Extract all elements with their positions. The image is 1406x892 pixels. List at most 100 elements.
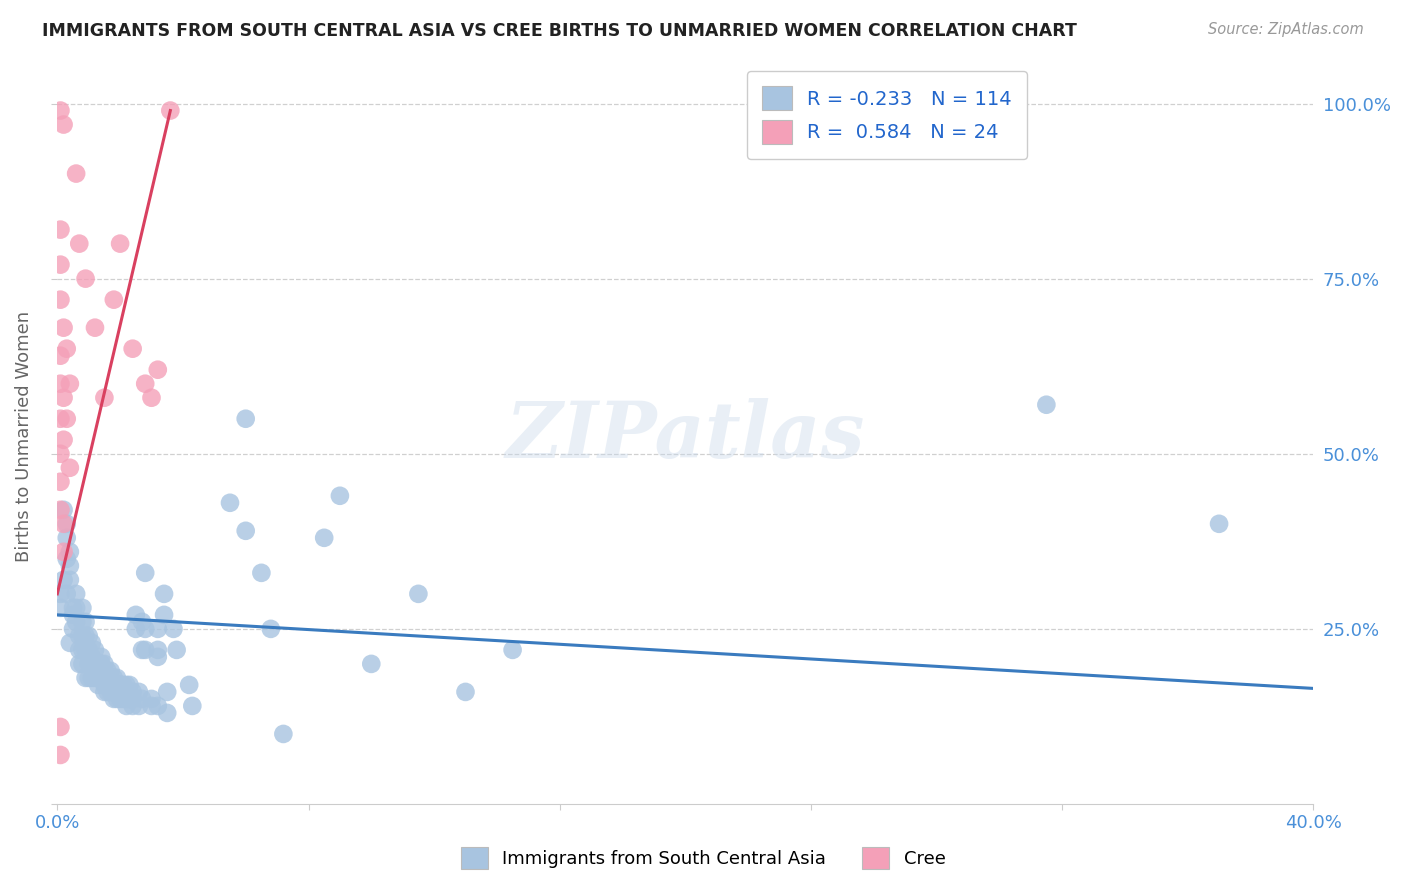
Point: [166, 643, 188, 657]
Point: [80, 649, 103, 664]
Point: [96, 678, 118, 692]
Point: [121, 685, 143, 699]
Point: [156, 685, 179, 699]
Point: [100, 664, 122, 678]
Point: [260, 622, 283, 636]
Point: [80, 671, 103, 685]
Point: [49, 587, 72, 601]
Point: [55, 516, 77, 531]
Point: [93, 671, 115, 685]
Point: [408, 587, 430, 601]
Point: [49, 747, 72, 762]
Point: [52, 118, 75, 132]
Text: ZIPatlas: ZIPatlas: [506, 398, 865, 475]
Point: [105, 692, 128, 706]
Point: [62, 622, 84, 636]
Point: [118, 685, 141, 699]
Point: [65, 587, 87, 601]
Point: [181, 698, 204, 713]
Point: [72, 615, 94, 629]
Point: [502, 643, 524, 657]
Point: [108, 236, 131, 251]
Point: [159, 103, 181, 118]
Point: [59, 545, 82, 559]
Point: [49, 349, 72, 363]
Point: [146, 362, 169, 376]
Point: [96, 685, 118, 699]
Point: [153, 607, 176, 622]
Point: [72, 643, 94, 657]
Point: [52, 503, 75, 517]
Point: [87, 664, 110, 678]
Point: [65, 600, 87, 615]
Point: [329, 489, 352, 503]
Point: [52, 391, 75, 405]
Point: [55, 531, 77, 545]
Point: [128, 685, 150, 699]
Point: [90, 671, 112, 685]
Point: [108, 678, 131, 692]
Point: [235, 524, 257, 538]
Point: [100, 685, 122, 699]
Point: [103, 692, 125, 706]
Point: [134, 566, 156, 580]
Point: [112, 685, 135, 699]
Point: [59, 460, 82, 475]
Point: [67, 629, 90, 643]
Point: [67, 643, 90, 657]
Point: [55, 587, 77, 601]
Point: [105, 678, 128, 692]
Point: [84, 664, 107, 678]
Point: [103, 678, 125, 692]
Point: [156, 706, 179, 720]
Point: [59, 573, 82, 587]
Point: [72, 629, 94, 643]
Point: [134, 622, 156, 636]
Point: [52, 516, 75, 531]
Point: [49, 720, 72, 734]
Point: [134, 643, 156, 657]
Point: [49, 258, 72, 272]
Point: [93, 657, 115, 671]
Point: [1208, 516, 1230, 531]
Point: [87, 657, 110, 671]
Point: [146, 643, 169, 657]
Point: [65, 167, 87, 181]
Point: [52, 320, 75, 334]
Point: [75, 271, 97, 285]
Point: [90, 657, 112, 671]
Point: [96, 671, 118, 685]
Text: Source: ZipAtlas.com: Source: ZipAtlas.com: [1208, 22, 1364, 37]
Point: [121, 698, 143, 713]
Point: [131, 692, 153, 706]
Point: [59, 558, 82, 573]
Point: [105, 671, 128, 685]
Point: [55, 411, 77, 425]
Point: [87, 678, 110, 692]
Point: [314, 531, 336, 545]
Point: [235, 411, 257, 425]
Point: [52, 573, 75, 587]
Point: [103, 671, 125, 685]
Legend: R = -0.233   N = 114, R =  0.584   N = 24: R = -0.233 N = 114, R = 0.584 N = 24: [747, 70, 1028, 159]
Point: [77, 671, 100, 685]
Point: [75, 671, 97, 685]
Point: [454, 685, 477, 699]
Point: [59, 376, 82, 391]
Point: [103, 685, 125, 699]
Point: [125, 607, 148, 622]
Point: [49, 103, 72, 118]
Point: [84, 657, 107, 671]
Point: [360, 657, 382, 671]
Point: [115, 678, 138, 692]
Point: [93, 664, 115, 678]
Point: [93, 391, 115, 405]
Point: [62, 600, 84, 615]
Point: [121, 692, 143, 706]
Point: [49, 411, 72, 425]
Point: [96, 664, 118, 678]
Point: [108, 685, 131, 699]
Point: [72, 657, 94, 671]
Point: [100, 671, 122, 685]
Point: [100, 678, 122, 692]
